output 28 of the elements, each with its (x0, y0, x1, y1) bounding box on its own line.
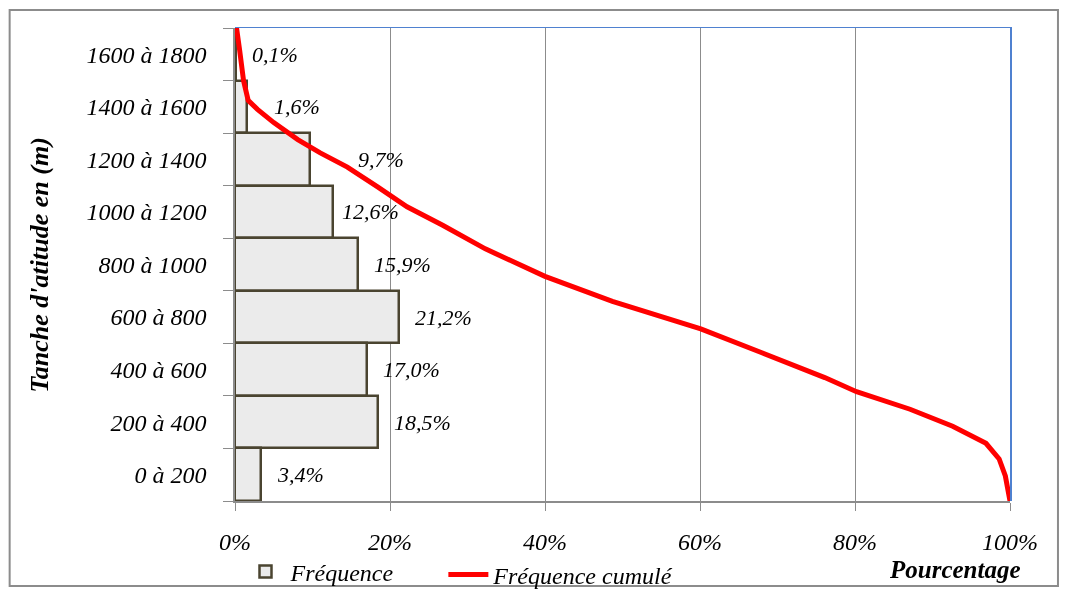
data-label: 1,6% (274, 94, 320, 119)
x-tick-label: 40% (523, 528, 567, 555)
y-tick-label: 1200 à 1400 (86, 146, 207, 173)
data-label: 17,0% (383, 357, 440, 382)
x-tick-label: 100% (982, 528, 1038, 555)
data-label: 3,4% (277, 462, 324, 487)
y-tick-label: 0 à 200 (134, 462, 207, 489)
y-tick-label: 1000 à 1200 (86, 199, 207, 226)
x-tick-label: 20% (368, 528, 412, 555)
legend-label: Fréquence (289, 559, 394, 586)
y-tick-label: 1400 à 1600 (86, 94, 207, 121)
y-tick-label: 200 à 400 (110, 409, 207, 436)
x-tick-label: 80% (833, 528, 877, 555)
y-axis-title: Tanche d'atitude en (m) (24, 137, 54, 393)
y-tick-label: 1600 à 1800 (86, 41, 207, 68)
data-label: 21,2% (415, 305, 472, 330)
y-tick-label: 800 à 1000 (98, 251, 207, 278)
data-label: 0,1% (252, 42, 298, 67)
legend-label: Fréquence cumulé (492, 562, 673, 589)
data-label: 12,6% (342, 199, 399, 224)
y-tick-label: 400 à 600 (110, 357, 207, 384)
y-tick-label: 600 à 800 (110, 304, 207, 331)
data-label: 18,5% (394, 410, 451, 435)
x-tick-label: 60% (678, 528, 722, 555)
data-label: 15,9% (374, 252, 431, 277)
x-axis-title: Pourcentage (889, 556, 1021, 583)
x-tick-label: 0% (219, 528, 251, 555)
data-label: 9,7% (358, 147, 404, 172)
